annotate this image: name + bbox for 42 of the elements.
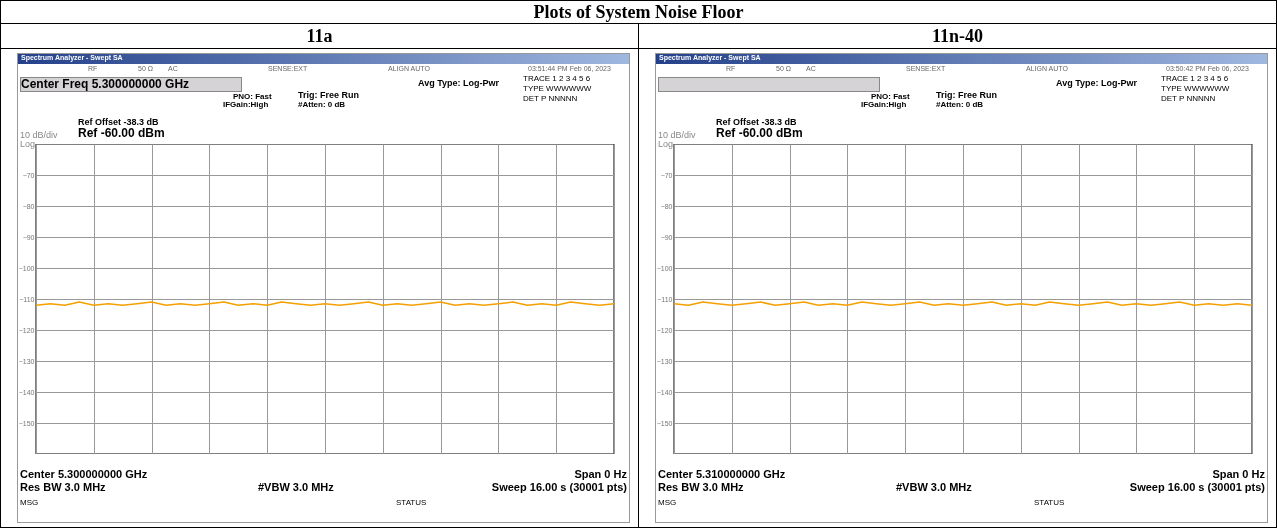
text-field: Center Freq 5.300000000 GHz bbox=[20, 77, 242, 92]
chart-title: 11a bbox=[1, 24, 638, 49]
text: #Atten: 0 dB bbox=[298, 100, 346, 109]
text: Avg Type: Log-Pwr bbox=[418, 78, 499, 88]
text: Span 0 Hz bbox=[1212, 468, 1265, 480]
text: PNO: Fast bbox=[233, 92, 272, 101]
text: Res BW 3.0 MHz bbox=[20, 481, 106, 493]
text: Log bbox=[20, 139, 36, 149]
text: Trig: Free Run bbox=[298, 90, 360, 100]
text: DET P NNNNN bbox=[1161, 94, 1216, 103]
text: Ref -60.00 dBm bbox=[716, 126, 803, 140]
text: MSG bbox=[658, 498, 677, 507]
text: IFGain:High bbox=[223, 100, 269, 109]
text: STATUS bbox=[396, 498, 427, 507]
text: Span 0 Hz bbox=[574, 468, 627, 480]
text: #VBW 3.0 MHz bbox=[258, 481, 334, 493]
text: Plots of System Noise Floor bbox=[1, 1, 1276, 24]
chart-title: 11n-40 bbox=[639, 24, 1276, 49]
text: 10 dB/div bbox=[658, 130, 696, 140]
text: TYPE WWWWWW bbox=[523, 84, 592, 93]
text: PNO: Fast bbox=[871, 92, 910, 101]
text: DET P NNNNN bbox=[523, 94, 578, 103]
text: TYPE WWWWWW bbox=[1161, 84, 1230, 93]
text: #VBW 3.0 MHz bbox=[896, 481, 972, 493]
text: TRACE 1 2 3 4 5 6 bbox=[523, 74, 591, 83]
text: Trig: Free Run bbox=[936, 90, 998, 100]
text: Avg Type: Log-Pwr bbox=[1056, 78, 1137, 88]
text: Log bbox=[658, 139, 674, 149]
text: TRACE 1 2 3 4 5 6 bbox=[1161, 74, 1229, 83]
text: Ref Offset -38.3 dB bbox=[78, 117, 159, 127]
text: Res BW 3.0 MHz bbox=[658, 481, 744, 493]
text: Ref -60.00 dBm bbox=[78, 126, 165, 140]
text: MSG bbox=[20, 498, 39, 507]
text: Sweep 16.00 s (30001 pts) bbox=[1129, 481, 1265, 493]
text: STATUS bbox=[1034, 498, 1065, 507]
text: Center 5.310000000 GHz bbox=[658, 468, 786, 480]
text: #Atten: 0 dB bbox=[936, 100, 984, 109]
text: IFGain:High bbox=[861, 100, 907, 109]
text: Center 5.300000000 GHz bbox=[20, 468, 148, 480]
text: Sweep 16.00 s (30001 pts) bbox=[491, 481, 627, 493]
text: Ref Offset -38.3 dB bbox=[716, 117, 797, 127]
text: 10 dB/div bbox=[20, 130, 58, 140]
